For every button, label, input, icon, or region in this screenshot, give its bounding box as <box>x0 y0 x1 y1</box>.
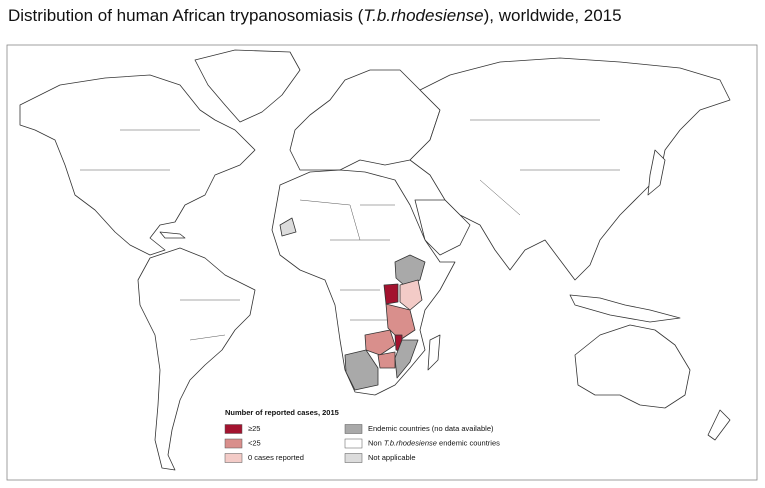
botswana-namibia <box>344 349 379 391</box>
legend-label: Endemic countries (no data available) <box>368 424 494 433</box>
legend-swatch <box>224 424 243 434</box>
asia <box>409 57 731 281</box>
legend-swatch <box>344 453 363 463</box>
mozambique <box>394 339 419 379</box>
africa <box>271 169 456 396</box>
continents <box>19 49 731 471</box>
indonesia <box>569 294 681 323</box>
legend-swatch <box>344 424 363 434</box>
legend-title: Number of reported cases, 2015 <box>225 408 339 417</box>
tanzania <box>385 303 416 341</box>
australia <box>574 324 691 409</box>
title-italic: T.b.rhodesiense <box>363 6 484 25</box>
legend-swatch <box>224 453 243 463</box>
legend-swatch <box>344 438 363 449</box>
map-title: Distribution of human African trypanosom… <box>8 6 622 26</box>
zambia <box>364 329 396 356</box>
north-america <box>19 74 256 256</box>
legend-label: ≥25 <box>248 424 260 433</box>
title-text: ), worldwide, 2015 <box>483 6 622 25</box>
legend-label-part: T.b.rhodesiense <box>384 438 437 447</box>
japan <box>647 149 666 196</box>
madagascar <box>427 334 441 371</box>
ethiopia <box>394 254 426 287</box>
legend-swatch <box>224 438 243 449</box>
legend-label: Non T.b.rhodesiense endemic countries <box>368 438 500 447</box>
legend-label: Not applicable <box>368 453 416 462</box>
endemic-countries <box>279 217 426 391</box>
greenland <box>194 49 301 123</box>
western-sahara <box>279 217 297 237</box>
caribbean <box>159 231 186 239</box>
zimbabwe <box>377 351 396 369</box>
legend-label: <25 <box>248 438 261 447</box>
legend: Number of reported cases, 2015 ≥25 <25 0 ca… <box>224 408 500 463</box>
new-zealand <box>707 409 731 441</box>
uganda <box>383 283 399 305</box>
legend-label-part: Non <box>368 438 384 447</box>
country-borders <box>80 119 620 341</box>
south-america <box>137 247 256 471</box>
legend-label: 0 cases reported <box>248 453 304 462</box>
kenya <box>399 279 423 311</box>
title-text: Distribution of human African trypanosom… <box>8 6 364 25</box>
legend-label-part: endemic countries <box>437 438 500 447</box>
